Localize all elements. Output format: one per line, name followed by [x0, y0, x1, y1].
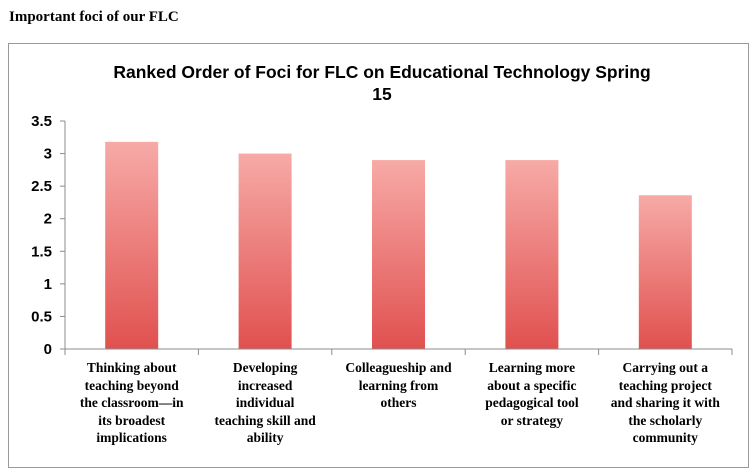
- bar-2: [238, 153, 292, 349]
- x-tick-label-line: or strategy: [500, 412, 564, 428]
- x-tick-label-line: Carrying out a: [622, 360, 709, 375]
- x-tick-label-line: teaching beyond: [84, 377, 179, 393]
- bar-4: [505, 160, 559, 349]
- y-tick-label: 3.5: [31, 113, 52, 130]
- x-tick-label-line: the scholarly: [628, 412, 703, 428]
- y-tick-label: 0.5: [31, 308, 52, 325]
- page-heading: Important foci of our FLC: [9, 9, 179, 25]
- x-tick-label-line: individual: [235, 395, 295, 410]
- x-tick-label-line: its broadest: [98, 412, 166, 428]
- y-tick-label: 1: [44, 276, 52, 293]
- y-tick-label: 2: [44, 211, 52, 228]
- x-tick-label-line: teaching skill and: [214, 412, 316, 428]
- y-tick-label: 3: [44, 146, 52, 163]
- x-tick-label-line: others: [380, 395, 417, 410]
- y-tick-label: 2.5: [31, 178, 52, 195]
- x-tick-label-4: Learning more about a specific pedagogical…: [457, 359, 607, 429]
- x-tick-label-line: Thinking about: [86, 360, 177, 375]
- bar-1: [105, 141, 159, 349]
- x-tick-label-5: Carrying out a teaching project and sharin…: [590, 359, 740, 447]
- x-tick-label-line: community: [632, 430, 698, 445]
- x-tick-label-line: learning from: [358, 377, 439, 393]
- x-tick-label-1: Thinking about teaching beyond the classro…: [57, 359, 207, 447]
- x-tick-label-2: Developing increased individual teaching sk…: [190, 359, 340, 447]
- x-tick-label-line: implications: [96, 430, 167, 445]
- x-tick-label-line: ability: [246, 430, 284, 445]
- y-tick-label: 0: [44, 341, 52, 358]
- x-tick-label-line: pedagogical tool: [485, 395, 579, 410]
- x-tick-label-line: Developing: [232, 360, 298, 375]
- y-tick-label: 1.5: [31, 243, 52, 260]
- x-tick-label-line: teaching project: [618, 377, 712, 393]
- x-tick-label-line: the classroom—in: [79, 395, 184, 410]
- bar-5: [638, 195, 692, 349]
- x-tick-label-3: Colleagueship and learning from others: [324, 359, 474, 412]
- x-tick-label-line: Learning more: [488, 360, 576, 375]
- chart-title-line-2: 15: [372, 84, 392, 104]
- x-tick-label-line: increased: [237, 377, 293, 393]
- x-tick-label-line: and sharing it with: [610, 395, 720, 410]
- x-tick-label-line: about a specific: [487, 377, 577, 393]
- x-tick-label-line: Colleagueship and: [345, 360, 452, 375]
- chart-title-line-1: Ranked Order of Foci for FLC on Educatio…: [113, 62, 650, 82]
- bar-3: [372, 160, 425, 349]
